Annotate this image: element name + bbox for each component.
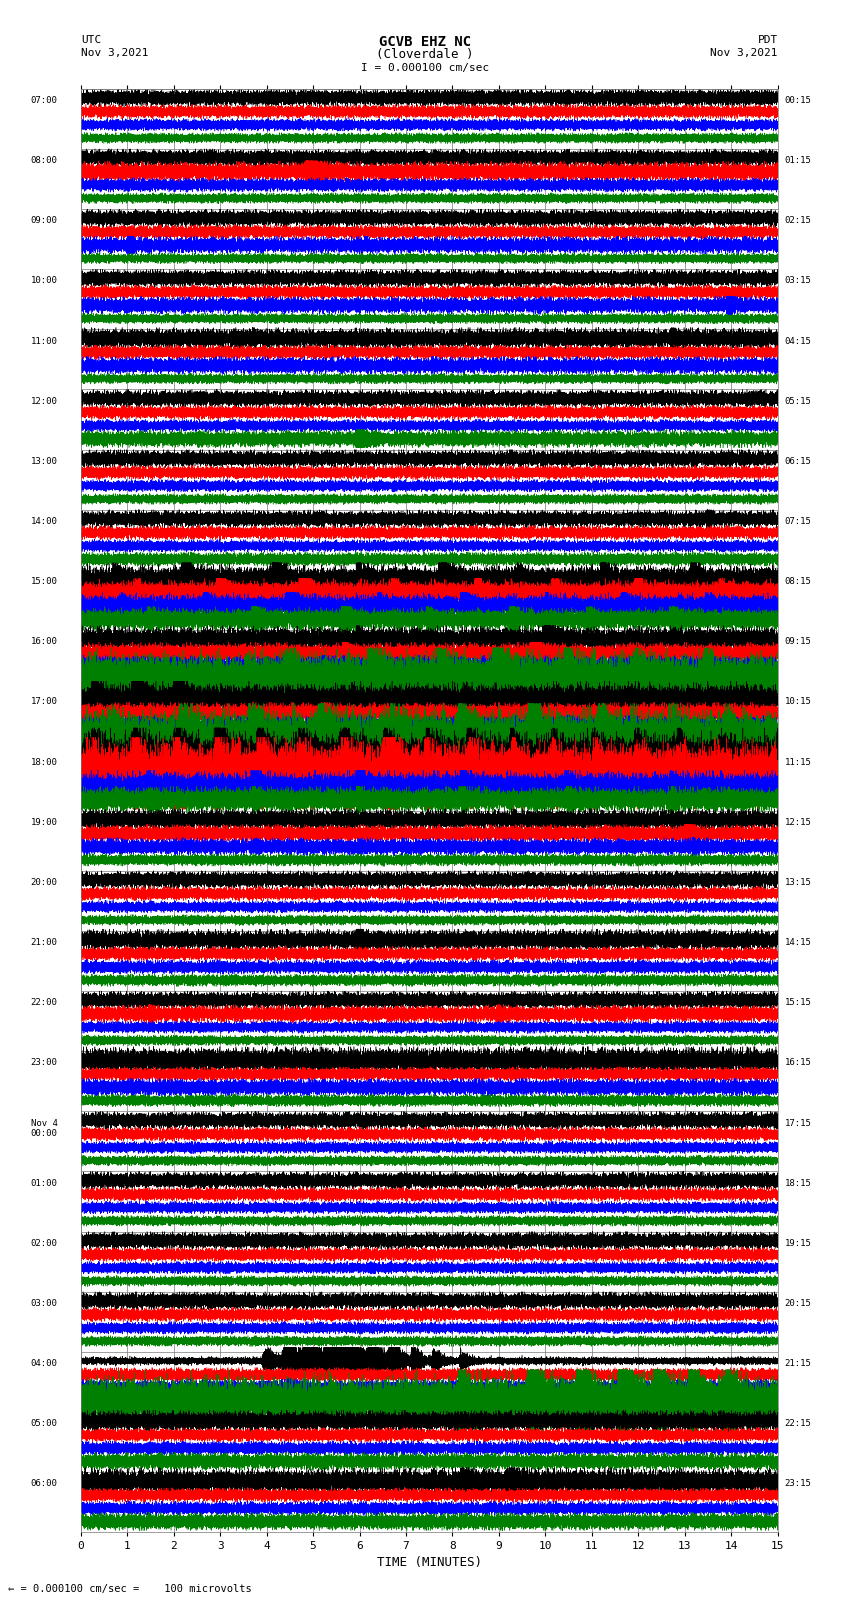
Text: 10:15: 10:15 — [785, 697, 812, 706]
Text: 07:00: 07:00 — [31, 95, 58, 105]
Text: 06:00: 06:00 — [31, 1479, 58, 1489]
Text: 21:15: 21:15 — [785, 1360, 812, 1368]
Text: 15:00: 15:00 — [31, 577, 58, 586]
Text: 22:15: 22:15 — [785, 1419, 812, 1428]
Text: 12:00: 12:00 — [31, 397, 58, 406]
Text: 02:15: 02:15 — [785, 216, 812, 226]
Text: 02:00: 02:00 — [31, 1239, 58, 1248]
Text: Nov 4
00:00: Nov 4 00:00 — [31, 1118, 58, 1137]
Text: 05:00: 05:00 — [31, 1419, 58, 1428]
Text: 23:15: 23:15 — [785, 1479, 812, 1489]
Text: 18:00: 18:00 — [31, 758, 58, 766]
Text: 04:15: 04:15 — [785, 337, 812, 345]
Text: 03:00: 03:00 — [31, 1298, 58, 1308]
Text: 08:00: 08:00 — [31, 156, 58, 165]
Text: 12:15: 12:15 — [785, 818, 812, 827]
Text: 06:15: 06:15 — [785, 456, 812, 466]
Text: 13:15: 13:15 — [785, 877, 812, 887]
Text: I = 0.000100 cm/sec: I = 0.000100 cm/sec — [361, 63, 489, 73]
Text: Nov 3,2021: Nov 3,2021 — [81, 48, 148, 58]
Text: 17:00: 17:00 — [31, 697, 58, 706]
Text: 01:00: 01:00 — [31, 1179, 58, 1187]
X-axis label: TIME (MINUTES): TIME (MINUTES) — [377, 1555, 482, 1568]
Text: 14:15: 14:15 — [785, 939, 812, 947]
Text: 04:00: 04:00 — [31, 1360, 58, 1368]
Text: 08:15: 08:15 — [785, 577, 812, 586]
Text: 00:15: 00:15 — [785, 95, 812, 105]
Text: 19:15: 19:15 — [785, 1239, 812, 1248]
Text: 16:00: 16:00 — [31, 637, 58, 647]
Text: 09:15: 09:15 — [785, 637, 812, 647]
Text: ⇐ = 0.000100 cm/sec =    100 microvolts: ⇐ = 0.000100 cm/sec = 100 microvolts — [8, 1584, 252, 1594]
Text: 18:15: 18:15 — [785, 1179, 812, 1187]
Text: 20:15: 20:15 — [785, 1298, 812, 1308]
Text: (Cloverdale ): (Cloverdale ) — [377, 48, 473, 61]
Text: 05:15: 05:15 — [785, 397, 812, 406]
Text: 19:00: 19:00 — [31, 818, 58, 827]
Text: 01:15: 01:15 — [785, 156, 812, 165]
Text: 03:15: 03:15 — [785, 276, 812, 286]
Text: Nov 3,2021: Nov 3,2021 — [711, 48, 778, 58]
Text: 13:00: 13:00 — [31, 456, 58, 466]
Text: 21:00: 21:00 — [31, 939, 58, 947]
Text: GCVB EHZ NC: GCVB EHZ NC — [379, 35, 471, 50]
Text: 10:00: 10:00 — [31, 276, 58, 286]
Text: 17:15: 17:15 — [785, 1118, 812, 1127]
Text: 11:15: 11:15 — [785, 758, 812, 766]
Text: PDT: PDT — [757, 35, 778, 45]
Text: 15:15: 15:15 — [785, 998, 812, 1007]
Text: 16:15: 16:15 — [785, 1058, 812, 1068]
Text: UTC: UTC — [81, 35, 101, 45]
Text: 09:00: 09:00 — [31, 216, 58, 226]
Text: 23:00: 23:00 — [31, 1058, 58, 1068]
Text: 20:00: 20:00 — [31, 877, 58, 887]
Text: 14:00: 14:00 — [31, 518, 58, 526]
Text: 11:00: 11:00 — [31, 337, 58, 345]
Text: 07:15: 07:15 — [785, 518, 812, 526]
Text: 22:00: 22:00 — [31, 998, 58, 1007]
